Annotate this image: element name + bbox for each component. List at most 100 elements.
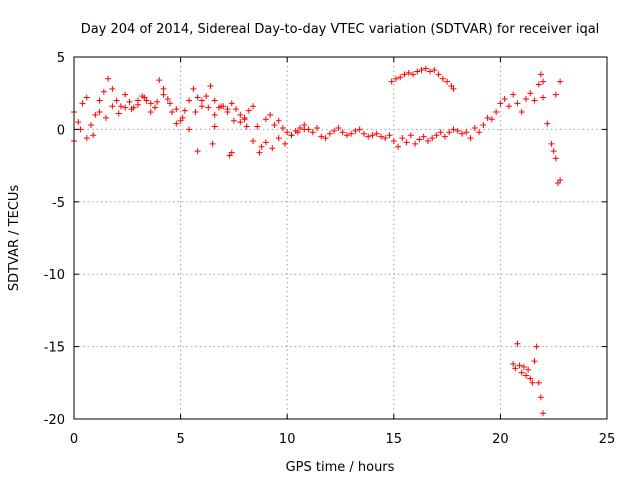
data-point [488, 116, 495, 123]
data-point [322, 135, 329, 142]
data-point [228, 149, 235, 156]
data-point [205, 104, 212, 111]
data-point [198, 103, 205, 110]
data-point [373, 130, 380, 137]
data-point [75, 119, 82, 126]
data-point [420, 133, 427, 140]
y-tick-label: 0 [57, 123, 65, 138]
data-point [531, 97, 538, 104]
data-point [444, 78, 451, 85]
data-point [262, 139, 269, 146]
data-point [164, 95, 171, 102]
data-point [198, 97, 205, 104]
series-scattered-outliers [194, 71, 564, 186]
data-point [501, 95, 508, 102]
data-point [390, 137, 397, 144]
y-tick-label: 5 [57, 51, 65, 66]
data-point [122, 104, 129, 111]
data-point [427, 68, 434, 75]
data-point [254, 123, 261, 130]
data-point [497, 100, 504, 107]
data-point [439, 75, 446, 82]
data-point [388, 78, 395, 85]
data-point [211, 97, 218, 104]
chart-title: Day 204 of 2014, Sidereal Day-to-day VTE… [81, 22, 600, 37]
data-point [459, 130, 466, 137]
data-point [446, 129, 453, 136]
data-point [422, 65, 429, 72]
data-point [540, 78, 547, 85]
x-axis-label: GPS time / hours [286, 460, 395, 475]
data-point [190, 85, 197, 92]
series-main-trace [71, 75, 564, 184]
data-point [256, 149, 263, 156]
data-point [269, 145, 276, 152]
data-point [403, 139, 410, 146]
data-point [209, 140, 216, 147]
x-tick-label: 10 [279, 432, 296, 447]
data-point [105, 75, 112, 82]
data-point [243, 123, 250, 130]
data-point [395, 143, 402, 150]
y-tick-label: -15 [44, 341, 65, 356]
data-point [134, 97, 141, 104]
data-point [83, 135, 90, 142]
data-point [96, 97, 103, 104]
data-point [250, 103, 257, 110]
data-point [397, 74, 404, 81]
data-point [352, 127, 359, 134]
data-point [522, 95, 529, 102]
data-point [117, 103, 124, 110]
data-point [441, 133, 448, 140]
data-point [360, 130, 367, 137]
data-point [258, 143, 265, 150]
data-point [122, 91, 129, 98]
data-point [493, 109, 500, 116]
data-point [510, 91, 517, 98]
data-point [356, 126, 363, 133]
data-point [279, 124, 286, 131]
data-point [309, 129, 316, 136]
data-point [147, 109, 154, 116]
data-point [409, 71, 416, 78]
data-point [186, 97, 193, 104]
data-point [115, 110, 122, 117]
data-point [450, 85, 457, 92]
data-point [262, 116, 269, 123]
data-point [424, 137, 431, 144]
data-point [96, 109, 103, 116]
data-point [514, 340, 521, 347]
data-point [156, 77, 163, 84]
data-point [399, 135, 406, 142]
y-axis-label: SDTVAR / TECUs [7, 185, 22, 292]
data-point [550, 148, 557, 155]
data-point [537, 71, 544, 78]
data-point [179, 114, 186, 121]
grid [74, 57, 607, 419]
data-point [160, 85, 167, 92]
data-point [141, 94, 148, 101]
data-point [544, 120, 551, 127]
data-point [147, 100, 154, 107]
data-point [480, 122, 487, 129]
data-point [533, 343, 540, 350]
data-point [218, 103, 225, 110]
data-point [192, 109, 199, 116]
data-point [527, 90, 534, 97]
data-point [228, 100, 235, 107]
data-point [343, 132, 350, 139]
x-tick-label: 15 [386, 432, 403, 447]
data-point [88, 122, 95, 129]
data-point [237, 111, 244, 118]
data-point [516, 362, 523, 369]
y-tick-label: -10 [44, 268, 65, 283]
data-point [431, 67, 438, 74]
data-point [237, 119, 244, 126]
data-point [418, 67, 425, 74]
data-point [207, 82, 214, 89]
data-point [518, 369, 525, 376]
data-point [224, 109, 231, 116]
data-point [339, 129, 346, 136]
data-point [365, 133, 372, 140]
